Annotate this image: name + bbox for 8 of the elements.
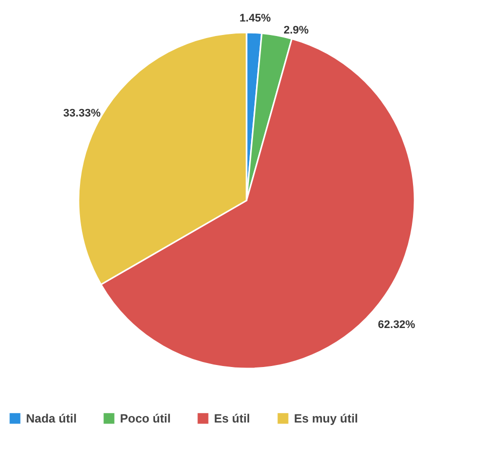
data-label: 62.32% (378, 319, 416, 332)
legend-label: Poco útil (120, 411, 171, 426)
legend-label: Es muy útil (294, 411, 358, 426)
data-label: 1.45% (240, 12, 271, 25)
legend-label: Es útil (214, 411, 250, 426)
legend-label: Nada útil (26, 411, 77, 426)
data-label: 2.9% (284, 24, 309, 37)
data-label: 33.33% (63, 107, 101, 120)
